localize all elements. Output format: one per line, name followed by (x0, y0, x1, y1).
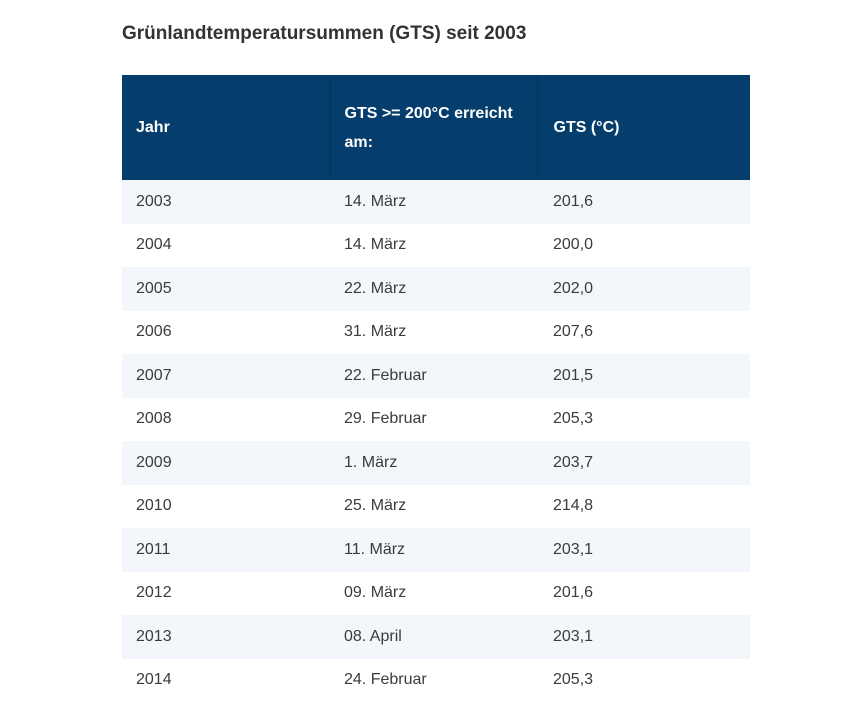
year-cell: 2010 (136, 497, 172, 515)
table-row: 2007 22. Februar 201,5 (122, 354, 750, 398)
table-row: 2006 31. März 207,6 (122, 310, 750, 354)
table-row: 2008 29. Februar 205,3 (122, 397, 750, 441)
gts-cell: 207,6 (553, 323, 594, 341)
date-cell: 09. März (344, 584, 407, 602)
table-header-row: Jahr GTS >= 200°C erreicht am: GTS (°C) (122, 75, 750, 180)
year-cell: 2009 (136, 453, 172, 471)
gts-cell: 214,8 (553, 497, 594, 515)
table-row: 2014 24. Februar 205,3 (122, 658, 750, 702)
table-row: 2009 1. März 203,7 (122, 441, 750, 485)
gts-cell: 203,1 (553, 540, 594, 558)
gts-table: Jahr GTS >= 200°C erreicht am: GTS (°C) … (122, 75, 750, 702)
gts-cell: 200,0 (553, 236, 594, 254)
gts-cell: 201,6 (553, 584, 594, 602)
year-cell: 2007 (136, 366, 172, 384)
date-cell: 14. März (344, 236, 407, 254)
gts-cell: 201,5 (553, 366, 594, 384)
table-row: 2004 14. März 200,0 (122, 223, 750, 267)
year-cell: 2004 (136, 236, 172, 254)
gts-cell: 201,6 (553, 192, 594, 210)
year-cell: 2012 (136, 584, 172, 602)
year-cell: 2014 (136, 671, 172, 689)
date-cell: 08. April (344, 627, 402, 645)
table-body: 2003 14. März 201,6 2004 14. März 200,0 2005 22… (122, 180, 750, 702)
table-row: 2010 25. März 214,8 (122, 484, 750, 528)
date-cell: 22. März (344, 279, 407, 297)
gts-cell: 205,3 (553, 410, 594, 428)
table-row: 2005 22. März 202,0 (122, 267, 750, 311)
date-cell: 11. März (344, 540, 406, 558)
year-cell: 2005 (136, 279, 172, 297)
page-title: Grünlandtemperatursummen (GTS) seit 2003 (122, 23, 527, 44)
year-cell: 2008 (136, 410, 172, 428)
year-cell: 2013 (136, 627, 172, 645)
gts-cell: 203,1 (553, 627, 594, 645)
year-cell: 2006 (136, 323, 172, 341)
table-header: Jahr GTS >= 200°C erreicht am: GTS (°C) (122, 75, 750, 180)
column-header-jahr: Jahr (122, 75, 330, 180)
date-cell: 25. März (344, 497, 407, 515)
date-cell: 22. Februar (344, 366, 427, 384)
year-cell: 2003 (136, 192, 172, 210)
gts-cell: 205,3 (553, 671, 594, 689)
table-row: 2003 14. März 201,6 (122, 180, 750, 224)
date-cell: 24. Februar (344, 671, 427, 689)
date-cell: 1. März (344, 453, 398, 471)
column-header-erreicht-am: GTS >= 200°C erreicht am: (329, 75, 537, 180)
gts-cell: 203,7 (553, 453, 594, 471)
table-row: 2011 11. März 203,1 (122, 528, 750, 572)
gts-cell: 202,0 (553, 279, 594, 297)
table-row: 2012 09. März 201,6 (122, 571, 750, 615)
column-header-gts: GTS (°C) (536, 75, 750, 180)
date-cell: 29. Februar (344, 410, 427, 428)
year-cell: 2011 (136, 540, 171, 558)
date-cell: 31. März (344, 323, 407, 341)
table-row: 2013 08. April 203,1 (122, 615, 750, 659)
date-cell: 14. März (344, 192, 407, 210)
